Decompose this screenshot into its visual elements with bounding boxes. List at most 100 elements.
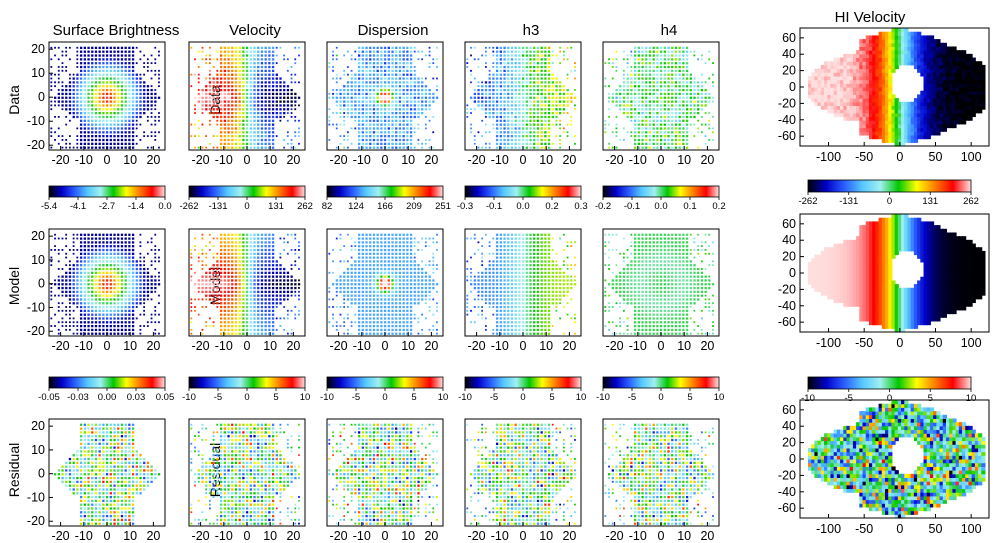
map-point xyxy=(65,69,68,72)
map-cell xyxy=(83,62,86,65)
map-cell xyxy=(109,108,112,111)
map-cell xyxy=(406,65,409,69)
map-cell xyxy=(372,100,376,103)
map-point xyxy=(65,142,68,145)
map-cell xyxy=(264,96,267,99)
map-point xyxy=(626,131,629,134)
map-cell xyxy=(234,77,238,80)
map-point xyxy=(712,139,714,141)
map-point xyxy=(339,115,342,118)
map-cell xyxy=(98,286,101,290)
map-point xyxy=(201,249,204,251)
map-cell xyxy=(253,119,256,122)
map-point xyxy=(436,66,438,68)
map-cell xyxy=(391,131,394,134)
map-cell xyxy=(346,111,350,115)
map-cell xyxy=(376,96,379,99)
map-cell xyxy=(87,286,90,290)
map-point xyxy=(154,268,157,270)
map-cell xyxy=(94,142,98,146)
map-cell xyxy=(102,248,105,252)
map-cell xyxy=(507,119,510,122)
map-cell xyxy=(260,241,264,244)
map-cell xyxy=(102,245,105,248)
map-point xyxy=(208,123,211,126)
map-cell xyxy=(667,115,670,119)
map-cell xyxy=(208,271,212,275)
map-cell xyxy=(105,248,109,252)
map-cell xyxy=(387,62,390,65)
map-cell xyxy=(685,85,689,88)
map-cell xyxy=(227,131,230,134)
map-cell xyxy=(109,96,112,99)
map-cell xyxy=(555,96,558,99)
map-cell xyxy=(223,256,226,259)
map-cell xyxy=(372,233,376,236)
map-cell xyxy=(387,100,390,103)
map-point xyxy=(57,127,60,130)
map-cell xyxy=(514,46,517,50)
map-point xyxy=(50,264,53,267)
map-cell xyxy=(253,252,256,255)
map-cell xyxy=(94,298,98,301)
map-cell xyxy=(667,92,670,96)
map-cell xyxy=(283,294,286,297)
map-cell xyxy=(234,146,238,149)
map-cell xyxy=(406,88,409,92)
map-cell xyxy=(409,73,413,76)
map-cell xyxy=(417,264,420,267)
map-point xyxy=(704,142,707,145)
map-cell xyxy=(105,62,109,65)
map-cell xyxy=(139,298,142,301)
map-cell xyxy=(120,54,124,57)
map-point xyxy=(470,131,472,134)
map-cell xyxy=(128,313,131,316)
map-cell xyxy=(139,77,142,80)
map-cell xyxy=(402,324,405,328)
map-cell xyxy=(398,317,402,320)
map-cell xyxy=(678,123,681,126)
map-point xyxy=(158,146,160,149)
map-cell xyxy=(376,248,379,252)
map-cell xyxy=(383,111,387,115)
map-cell xyxy=(395,256,398,259)
map-cell xyxy=(109,81,112,84)
map-cell xyxy=(131,138,135,142)
map-cell xyxy=(83,241,86,244)
map-point xyxy=(704,62,707,65)
map-cell xyxy=(102,317,105,320)
map-cell xyxy=(335,96,338,99)
map-point xyxy=(604,62,607,65)
map-cell xyxy=(238,313,241,316)
map-cell xyxy=(61,92,64,96)
map-cell xyxy=(231,324,234,328)
map-cell xyxy=(227,267,230,271)
map-cell xyxy=(674,73,678,76)
map-cell xyxy=(383,260,387,263)
map-cell xyxy=(398,271,402,275)
map-cell xyxy=(117,77,120,80)
map-cell xyxy=(402,237,405,240)
map-point xyxy=(143,66,146,68)
map-cell xyxy=(667,65,670,69)
map-point xyxy=(201,260,204,263)
map-cell xyxy=(264,100,267,103)
map-cell xyxy=(109,279,112,282)
map-cell xyxy=(271,252,275,255)
map-cell xyxy=(223,313,226,316)
map-cell xyxy=(409,290,413,294)
map-cell xyxy=(406,302,409,305)
map-cell xyxy=(231,267,234,271)
map-cell xyxy=(357,279,361,282)
map-cell xyxy=(484,100,488,103)
map-point xyxy=(190,249,193,251)
map-cell xyxy=(131,294,135,297)
map-point xyxy=(54,233,56,236)
panel-frame xyxy=(326,41,444,151)
map-cell xyxy=(219,50,223,53)
row-label-model: Model xyxy=(6,267,22,305)
map-cell xyxy=(113,111,116,115)
map-cell xyxy=(406,115,409,119)
map-cell xyxy=(678,104,681,107)
map-cell xyxy=(678,81,681,84)
